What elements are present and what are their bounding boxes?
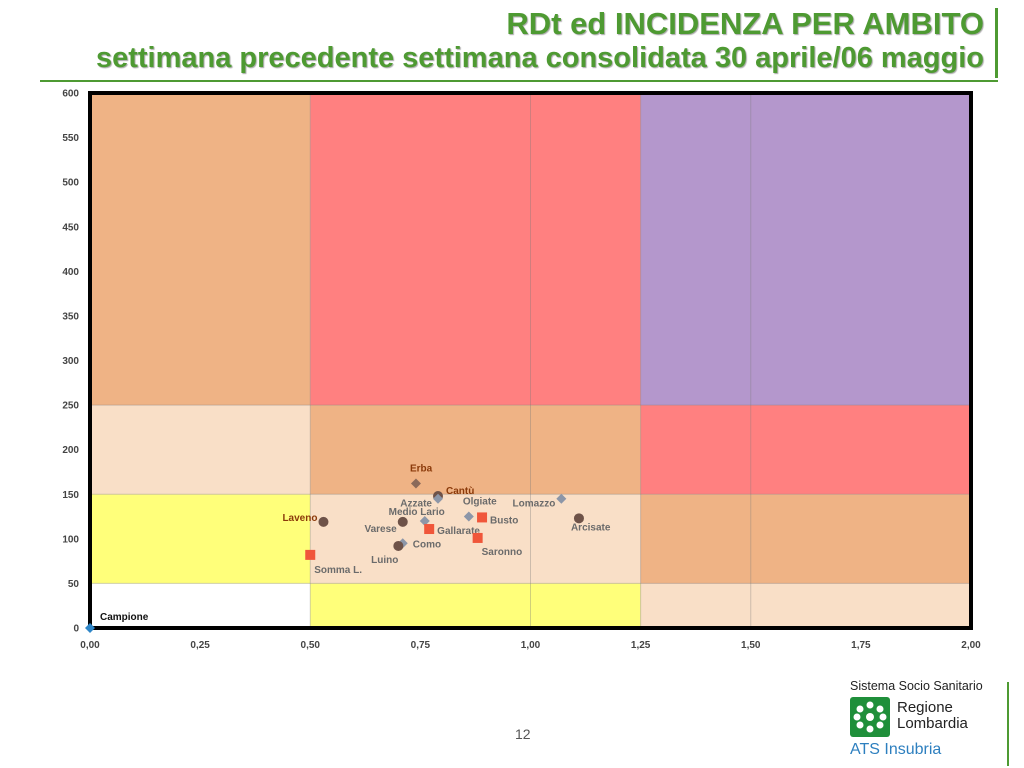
y-tick-label: 50: [68, 579, 80, 590]
x-tick-label: 1,25: [631, 640, 651, 651]
point-label: Erba: [410, 464, 433, 475]
brand-region-line2: Lombardia: [897, 715, 968, 732]
point-label: Varese: [364, 524, 397, 535]
y-tick-label: 350: [62, 311, 79, 322]
y-tick-label: 550: [62, 133, 79, 144]
x-tick-label: 0,25: [190, 640, 210, 651]
x-tick-label: 1,75: [851, 640, 871, 651]
y-tick-label: 200: [62, 445, 79, 456]
zone-10: [310, 93, 641, 406]
x-tick-label: 1,00: [521, 640, 541, 651]
point-marker: [397, 516, 408, 527]
zone-9: [90, 93, 311, 406]
zone-1: [310, 583, 641, 628]
y-tick-label: 250: [62, 401, 79, 412]
y-tick-label: 400: [62, 267, 79, 278]
brand-agency-text: ATS Insubria: [850, 741, 942, 758]
point-label: Laveno: [282, 513, 317, 524]
zone-7: [310, 405, 641, 495]
point-marker: [477, 512, 488, 523]
x-tick-label: 0,00: [80, 640, 100, 651]
point-marker: [85, 623, 95, 633]
point-label: Arcisate: [571, 522, 611, 533]
point-label: Azzate: [400, 499, 432, 510]
page-subtitle: settimana precedente settimana consolida…: [95, 42, 984, 74]
point-label: Medio Lario: [389, 507, 445, 518]
zone-3: [90, 494, 311, 584]
y-tick-label: 100: [62, 534, 79, 545]
point-label: Gallarate: [437, 526, 480, 537]
y-tick-label: 500: [62, 178, 79, 189]
point-marker: [573, 513, 584, 524]
page-number: 12: [515, 726, 531, 742]
point-label: Olgiate: [463, 497, 497, 508]
rose-camuna-icon: [853, 701, 887, 733]
point-marker: [472, 532, 483, 543]
zone-8: [640, 405, 971, 495]
zone-0: [90, 583, 311, 628]
x-tick-label: 1,50: [741, 640, 761, 651]
point-marker: [463, 511, 474, 522]
point-label: Luino: [371, 555, 398, 566]
zone-5: [640, 494, 971, 584]
footer-accent-bar: [1007, 682, 1009, 766]
y-tick-label: 0: [73, 624, 79, 635]
point-marker: [410, 478, 421, 489]
brand-system-text: Sistema Socio Sanitario: [850, 679, 983, 693]
y-tick-label: 150: [62, 490, 79, 501]
zone-11: [640, 93, 971, 406]
point-marker: [424, 524, 435, 535]
point-label: Busto: [490, 515, 518, 526]
point-label: Lomazzo: [513, 499, 556, 510]
point-marker: [305, 549, 316, 560]
x-tick-label: 0,75: [411, 640, 431, 651]
point-marker: [419, 516, 430, 526]
brand-region-line1: Regione: [897, 699, 953, 716]
title-underline: [40, 80, 998, 82]
point-marker: [556, 493, 567, 504]
page-title: RDt ed INCIDENZA PER AMBITO: [506, 6, 984, 41]
point-marker: [318, 516, 329, 527]
point-label: Somma L.: [314, 565, 362, 576]
zone-2: [640, 583, 971, 628]
point-label: Como: [413, 539, 441, 550]
x-tick-label: 0,50: [301, 640, 321, 651]
point-label: Campione: [100, 612, 149, 623]
brand-region-text: Regione Lombardia: [897, 700, 968, 732]
zone-6: [90, 405, 311, 495]
title-accent-bar: [995, 8, 998, 78]
point-marker: [432, 493, 443, 504]
regione-lombardia-logo: [850, 697, 890, 737]
y-tick-label: 450: [62, 222, 79, 233]
point-label: Saronno: [482, 547, 523, 558]
y-tick-label: 600: [62, 89, 79, 100]
x-tick-label: 2,00: [961, 640, 981, 651]
plot-frame: [88, 91, 973, 630]
y-tick-label: 300: [62, 356, 79, 367]
point-marker: [393, 540, 404, 551]
point-label: Cantù: [446, 486, 474, 497]
